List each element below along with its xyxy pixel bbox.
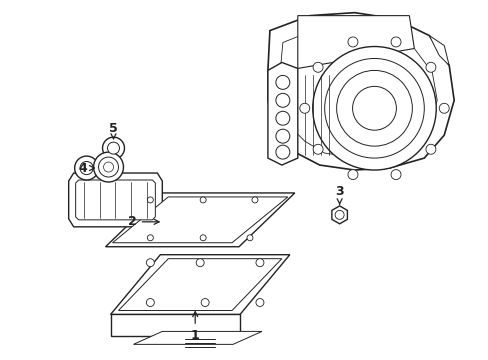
Circle shape: [275, 129, 289, 143]
Polygon shape: [105, 193, 294, 247]
Circle shape: [390, 170, 400, 180]
Circle shape: [347, 170, 357, 180]
Circle shape: [334, 210, 344, 219]
Polygon shape: [267, 62, 297, 165]
Polygon shape: [267, 13, 453, 170]
Circle shape: [251, 197, 258, 203]
Polygon shape: [297, 15, 413, 68]
Circle shape: [246, 235, 252, 241]
Circle shape: [425, 144, 435, 154]
Circle shape: [275, 145, 289, 159]
Circle shape: [200, 197, 206, 203]
Circle shape: [312, 46, 435, 170]
Circle shape: [146, 259, 154, 267]
Circle shape: [336, 71, 411, 146]
Circle shape: [255, 298, 264, 306]
Circle shape: [147, 235, 153, 241]
Circle shape: [390, 37, 400, 47]
Circle shape: [107, 142, 119, 154]
Polygon shape: [112, 197, 287, 243]
Polygon shape: [279, 26, 436, 157]
Circle shape: [425, 62, 435, 72]
Circle shape: [312, 62, 323, 72]
Polygon shape: [110, 315, 240, 336]
Circle shape: [299, 103, 309, 113]
Circle shape: [347, 37, 357, 47]
Text: 5: 5: [109, 122, 118, 139]
Circle shape: [99, 157, 118, 177]
Circle shape: [93, 152, 123, 182]
Circle shape: [196, 259, 203, 267]
Circle shape: [312, 144, 323, 154]
Polygon shape: [68, 173, 162, 227]
Circle shape: [275, 75, 289, 89]
Circle shape: [80, 162, 93, 175]
Circle shape: [146, 298, 154, 306]
Text: 4: 4: [78, 162, 94, 175]
Circle shape: [102, 137, 124, 159]
Polygon shape: [428, 36, 448, 66]
Text: 2: 2: [128, 215, 159, 228]
Text: 3: 3: [335, 185, 343, 204]
Polygon shape: [118, 259, 281, 310]
Circle shape: [438, 103, 448, 113]
Circle shape: [324, 58, 424, 158]
Polygon shape: [133, 332, 262, 345]
Polygon shape: [110, 255, 289, 315]
Circle shape: [352, 86, 396, 130]
Circle shape: [103, 162, 113, 172]
Circle shape: [147, 197, 153, 203]
Circle shape: [75, 156, 99, 180]
Circle shape: [201, 298, 209, 306]
Polygon shape: [76, 180, 155, 220]
Circle shape: [255, 259, 264, 267]
Polygon shape: [331, 206, 346, 224]
Circle shape: [200, 235, 206, 241]
Circle shape: [275, 93, 289, 107]
Text: 1: 1: [190, 312, 199, 342]
Circle shape: [275, 111, 289, 125]
